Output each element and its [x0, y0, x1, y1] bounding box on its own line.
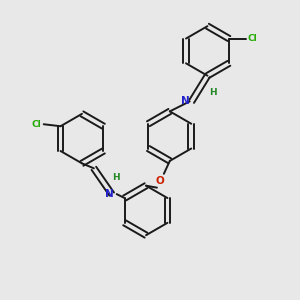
Text: N: N [105, 189, 114, 199]
Text: Cl: Cl [248, 34, 257, 43]
Text: H: H [209, 88, 217, 97]
Text: H: H [112, 173, 119, 182]
Text: N: N [181, 97, 190, 106]
Text: Cl: Cl [32, 120, 42, 129]
Text: O: O [155, 176, 164, 186]
